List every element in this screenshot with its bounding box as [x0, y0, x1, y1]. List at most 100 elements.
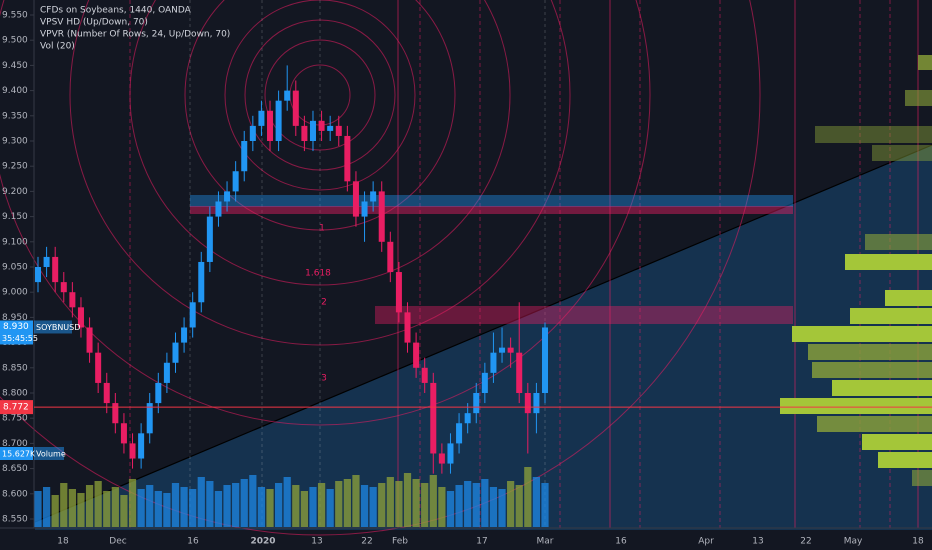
legend-item: Vol (20) — [40, 42, 75, 52]
x-tick-label: 2020 — [250, 537, 275, 547]
y-tick-label: 8.750 — [2, 414, 28, 424]
candle-body — [232, 171, 239, 192]
volume-bar — [317, 483, 326, 527]
volume-bar — [249, 475, 257, 527]
y-tick-label: 9.400 — [2, 86, 28, 96]
price-badge-label: 8.772 — [3, 403, 29, 413]
y-tick-label: 9.350 — [2, 111, 28, 121]
candle-body — [395, 272, 402, 313]
x-tick-label: 18 — [912, 537, 924, 547]
candle-body — [69, 292, 76, 308]
volume-bar — [206, 481, 214, 527]
y-tick-label: 9.300 — [2, 137, 28, 147]
x-tick-label: 22 — [800, 537, 811, 547]
x-tick-label: 18 — [57, 537, 69, 547]
candle-body — [138, 433, 145, 459]
x-tick-label: 16 — [187, 537, 199, 547]
volume-bar — [498, 489, 506, 527]
fib-label: 3 — [321, 374, 327, 384]
triangle-zone — [35, 145, 932, 530]
volume-bar — [180, 487, 188, 527]
candle-body — [413, 342, 420, 368]
candle-body — [181, 327, 188, 343]
x-tick-label: 22 — [361, 537, 372, 547]
fib-label: 1.618 — [305, 269, 331, 279]
volume-bar — [489, 487, 498, 527]
volume-bar — [120, 495, 128, 527]
volume-bar — [541, 483, 549, 527]
candle-body — [292, 90, 299, 126]
volume-value: 15.627K — [2, 450, 36, 459]
fib-time-lines — [129, 0, 891, 528]
drawings — [0, 0, 932, 536]
volume-bar — [455, 485, 463, 527]
legend-item: VPSV HD (Up/Down, 70) — [40, 18, 148, 28]
volume-bar — [189, 489, 197, 527]
volume-bar — [464, 481, 472, 527]
volume-bar — [360, 485, 369, 527]
y-tick-label: 8.800 — [2, 389, 28, 399]
countdown: 35:45:55 — [2, 334, 38, 343]
candle-body — [404, 312, 411, 343]
volume-bar — [51, 495, 59, 527]
y-tick-label: 8.950 — [2, 313, 28, 323]
volume-bar — [352, 475, 360, 527]
volume-bar — [412, 479, 420, 527]
symbol-badge — [34, 320, 72, 334]
candle-body — [120, 423, 127, 444]
candle-body — [361, 201, 368, 217]
y-tick-label: 9.450 — [2, 61, 28, 71]
fib-label: 1 — [319, 224, 325, 234]
volume-bar — [266, 489, 274, 527]
y-tick-label: 9.100 — [2, 237, 28, 247]
candle-body — [516, 352, 523, 393]
volume-bar — [171, 483, 180, 527]
volume-bar — [481, 479, 489, 527]
candle-body — [172, 342, 179, 363]
candle-body — [430, 382, 437, 454]
volume-bar — [438, 487, 446, 527]
candle-body — [155, 382, 162, 404]
candle-body — [456, 423, 463, 444]
legend-item: VPVR (Number Of Rows, 24, Up/Down, 70) — [40, 30, 230, 40]
volume-bar — [94, 481, 102, 527]
volume-bar — [232, 483, 240, 527]
volume-bar — [386, 477, 394, 527]
volume-bar — [240, 479, 248, 527]
volume-name-badge — [34, 447, 64, 460]
volume-profile — [780, 55, 932, 486]
candle-body — [163, 362, 170, 383]
candle-body — [309, 120, 316, 141]
candle-body — [198, 261, 205, 303]
zone-blue — [190, 195, 793, 207]
y-tick-label: 9.550 — [2, 11, 28, 21]
candle-body — [447, 443, 454, 464]
candle-body — [34, 267, 42, 283]
x-tick-label: 16 — [615, 537, 627, 547]
candle-body — [387, 241, 394, 273]
volume-bar — [446, 491, 455, 527]
symbol-label: SOYBNUSD — [36, 323, 80, 332]
candle-body — [533, 393, 540, 414]
volume-bar — [378, 483, 386, 527]
candle-body — [507, 347, 514, 353]
volume-bar — [68, 489, 76, 527]
volume-bar — [343, 479, 351, 527]
x-tick-label: 13 — [752, 537, 763, 547]
volume-bar — [257, 487, 266, 527]
candle-body — [249, 125, 256, 141]
fib-label: 2 — [321, 298, 327, 308]
volume-bar — [369, 487, 377, 527]
candle-body — [241, 141, 248, 172]
x-tick-label: Feb — [392, 537, 408, 547]
last-price-badge — [0, 320, 33, 345]
candle-body — [524, 393, 531, 414]
volume-bar — [472, 483, 480, 527]
candle-body — [275, 100, 282, 141]
volume-bar — [146, 485, 154, 527]
candle-body — [112, 403, 119, 424]
candle-body — [421, 367, 428, 383]
volume-bar — [300, 491, 308, 527]
x-tick-label: Apr — [698, 537, 714, 547]
